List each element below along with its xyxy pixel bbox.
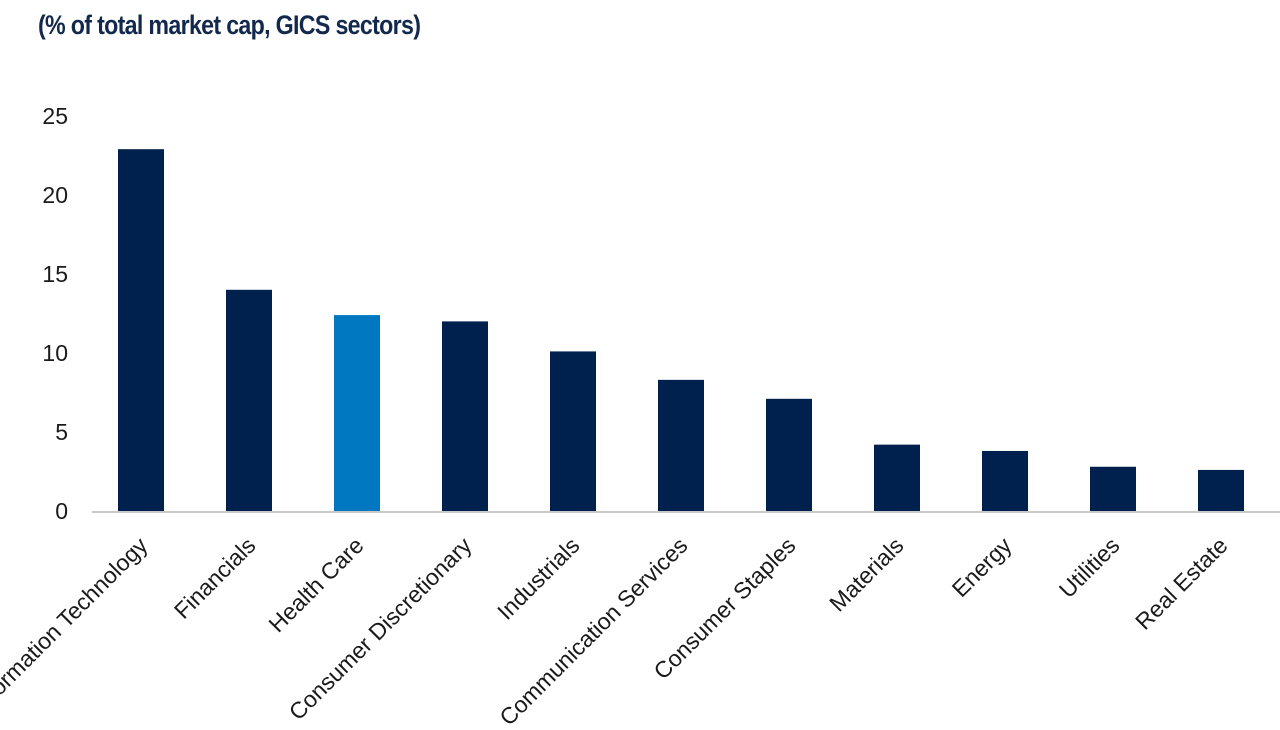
bar-7 <box>874 444 920 511</box>
bar-5 <box>658 379 704 511</box>
y-tick-label-4: 20 <box>42 182 68 208</box>
bar-3 <box>442 321 488 511</box>
y-tick-label-1: 5 <box>55 419 68 445</box>
bar-8 <box>982 450 1028 511</box>
bar-2 <box>334 315 380 511</box>
bar-1 <box>226 289 272 511</box>
bar-4 <box>550 351 596 511</box>
y-tick-label-3: 15 <box>42 261 68 287</box>
x-axis-labels: Information Technology Financials Health C… <box>0 532 1233 730</box>
bar-10 <box>1198 469 1244 511</box>
x-tick-label-0: Information Technology <box>0 532 153 719</box>
x-tick-label-3: Consumer Discretionary <box>284 532 477 725</box>
x-tick-label-1: Financials <box>169 532 261 624</box>
y-tick-label-0: 0 <box>55 498 68 524</box>
x-tick-label-8: Energy <box>947 532 1017 602</box>
bar-0 <box>118 149 164 511</box>
y-tick-label-5: 25 <box>42 103 68 129</box>
bar-6 <box>766 398 812 511</box>
bar-9 <box>1090 466 1136 511</box>
x-tick-label-5: Communication Services <box>494 532 692 730</box>
chart-title: (% of total market cap, GICS sectors) <box>38 10 421 40</box>
x-tick-label-4: Industrials <box>492 532 585 625</box>
x-tick-label-2: Health Care <box>263 532 368 637</box>
x-tick-label-7: Materials <box>824 532 908 616</box>
x-tick-label-10: Real Estate <box>1130 532 1232 634</box>
bars <box>118 149 1244 511</box>
y-axis-ticks: 0 5 10 15 20 25 <box>42 103 68 524</box>
y-tick-label-2: 10 <box>42 340 68 366</box>
x-tick-label-9: Utilities <box>1054 532 1125 603</box>
